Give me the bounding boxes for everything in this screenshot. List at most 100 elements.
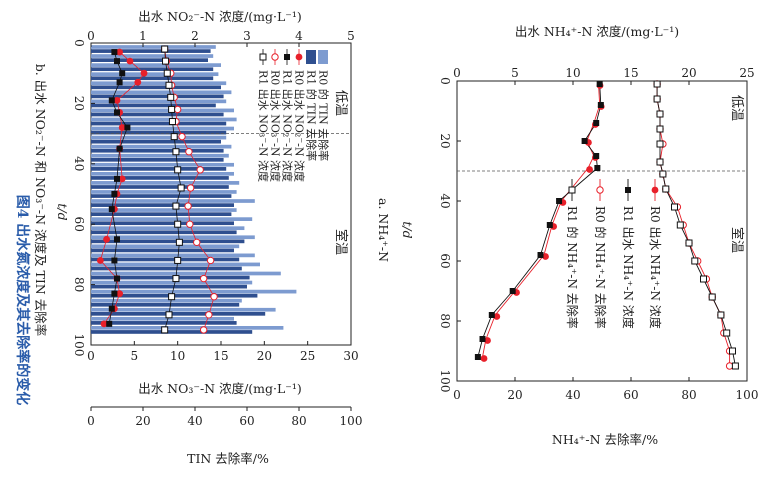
point-nh4-rate-r1 (685, 239, 693, 247)
legend-nh4-conc-r0: R0 出水 NH₄⁺-N 浓度 (648, 179, 663, 329)
point-no3-r0 (186, 220, 194, 228)
panel-b-no3-tick-label: 20 (257, 349, 272, 363)
panel-b-no3-axis-label: 出水 NO₃⁻-N 浓度/(mg·L⁻¹) (138, 381, 302, 396)
panel-b-no2-tick-label: 2 (191, 29, 199, 43)
figure-caption: 图4 出水氮浓度及其去除率的变化 (14, 195, 31, 406)
legend-nh4-conc-r0-label: R0 出水 NH₄⁺-N 浓度 (648, 206, 663, 329)
point-no2-r1 (111, 49, 118, 56)
point-no2-r1 (108, 206, 115, 213)
bar-tin-r0 (91, 135, 227, 140)
bar-tin-r1 (91, 85, 221, 90)
panel-b-t-tick-label: 80 (72, 277, 86, 292)
bar-tin-r0 (91, 144, 232, 149)
bar-tin-r1 (91, 167, 227, 171)
legend-nh4-conc-r1-marker (625, 187, 631, 193)
bar-tin-r1 (91, 67, 214, 72)
point-no3-r1 (175, 238, 183, 246)
panel-a-rate-tick-label: 100 (736, 388, 759, 402)
point-no3-r1 (167, 93, 175, 101)
legend-tin-r0-swatch (318, 50, 328, 64)
panel-b-no3-tick-label: 15 (213, 349, 228, 363)
bar-tin-r0 (91, 253, 255, 258)
point-nh4-conc-r1 (593, 153, 600, 159)
point-nh4-conc-r1 (596, 81, 603, 87)
point-nh4-conc-r1 (593, 120, 600, 126)
bar-tin-r1 (91, 239, 245, 244)
legend-nh4-rate-r1-label: R1 的 NH₄⁺-N 去除率 (565, 206, 580, 329)
panel-b-t-tick-label: 100 (72, 334, 86, 357)
point-no2-r1 (116, 145, 123, 152)
point-no2-r1 (111, 257, 118, 264)
point-no2-r1 (106, 320, 113, 327)
legend-no3-r0-label: R0 出水 NO₃⁻-N 浓度 (269, 70, 283, 182)
bar-tin-r1 (91, 121, 227, 126)
legend-no3-r1-label: R1 出水 NO₃⁻-N 浓度 (257, 70, 271, 182)
panel-a-t-tick-label: 80 (438, 313, 452, 328)
bar-tin-r0 (91, 262, 260, 267)
panel-b-t-tick-label: 60 (72, 217, 86, 232)
panel-a-conc-tick-label: 25 (739, 66, 754, 80)
panel-a-conc-tick-label: 5 (511, 66, 519, 80)
bar-tin-r1 (91, 176, 229, 180)
panel-b-t-tick-label: 20 (72, 96, 86, 111)
legend-tin-r0-label: R0 的 TIN 去除率 (317, 70, 331, 161)
bar-tin-r0 (91, 99, 227, 104)
point-no3-r1 (168, 293, 176, 301)
bar-tin-r0 (91, 190, 237, 194)
panel-a-phase-low: 低温 (729, 95, 744, 121)
bar-tin-r0 (91, 153, 229, 158)
panel-a-rate-tick-label: 0 (453, 388, 461, 402)
point-nh4-conc-r0 (586, 166, 593, 173)
bar-tin-r0 (91, 126, 234, 131)
point-nh4-rate-r1 (700, 275, 707, 283)
point-nh4-rate-r1 (653, 95, 661, 103)
panel-a-rate-tick-label: 80 (681, 388, 696, 402)
bar-tin-r0 (91, 72, 219, 77)
bar-tin-r0 (91, 217, 253, 221)
point-nh4-rate-r1 (729, 347, 736, 355)
point-nh4-rate-r1 (717, 311, 725, 319)
bar-tin-r0 (91, 235, 255, 240)
bar-tin-r1 (91, 112, 224, 117)
point-no2-r0 (96, 257, 104, 264)
point-no3-r1 (177, 184, 185, 192)
panel-a-rate-tick-label: 20 (507, 388, 522, 402)
point-no2-r1 (114, 236, 120, 243)
panel-a-subtitle: a. NH₄⁺-N (376, 198, 391, 262)
point-no3-r1 (172, 148, 180, 156)
point-no3-r1 (162, 57, 170, 65)
bar-tin-r0 (91, 298, 242, 303)
point-no2-r1 (119, 70, 126, 77)
panel-b-no2-tick-label: 3 (243, 29, 251, 43)
bar-tin-r1 (91, 311, 266, 316)
bar-tin-r1 (91, 194, 232, 198)
point-no3-r0 (205, 311, 213, 319)
bar-tin-r1 (91, 94, 224, 99)
point-no2-r0 (100, 320, 108, 328)
point-nh4-conc-r1 (479, 336, 486, 342)
bar-tin-r1 (91, 284, 247, 289)
point-no2-r0 (116, 48, 123, 56)
panel-b-tin-tick-label: 20 (135, 414, 150, 428)
point-nh4-rate-r1 (723, 329, 731, 337)
point-no2-r0 (134, 78, 142, 86)
panel-b-tin-tick-label: 0 (87, 414, 95, 428)
panel-b-t-tick-label: 40 (72, 156, 86, 171)
panel-a-conc-tick-label: 20 (681, 66, 696, 80)
bar-tin-r0 (91, 208, 237, 212)
point-no3-r0 (173, 105, 182, 114)
point-no3-r1 (172, 202, 180, 210)
bar-tin-r1 (91, 248, 234, 253)
point-no2-r1 (114, 175, 120, 182)
point-nh4-conc-r1 (556, 198, 563, 204)
point-no2-r1 (124, 124, 131, 131)
point-no3-r1 (170, 133, 178, 141)
bar-tin-r1 (91, 130, 227, 135)
point-nh4-conc-r1 (488, 312, 495, 318)
point-no3-r0 (206, 256, 215, 265)
bar-tin-r1 (91, 230, 237, 235)
point-nh4-rate-r1 (656, 158, 664, 166)
panel-b-tin-tick-label: 100 (340, 414, 363, 428)
legend-nh4-rate-r1: R1 的 NH₄⁺-N 去除率 (565, 179, 580, 329)
panel-b-no2-tick-label: 5 (347, 29, 355, 43)
